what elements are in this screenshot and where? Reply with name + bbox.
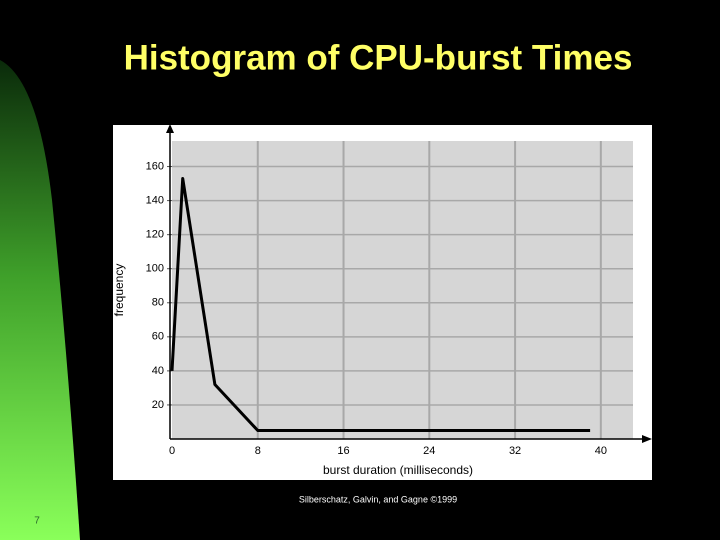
x-tick-label: 16 [337,445,349,457]
x-tick-label: 32 [509,445,521,457]
x-tick-label: 24 [423,445,435,457]
footer: Silberschatz, Galvin, and Gagne ©1999 [299,494,457,504]
x-tick-label: 0 [169,445,175,457]
chart: 20 40 60 80 100 120 140 160 0 8 16 24 32 40 burst dura… [112,124,652,477]
y-tick-label: 60 [152,331,164,343]
y-tick-label: 80 [152,297,164,309]
data-line [170,176,591,432]
axis-arrow [642,435,652,443]
plot-area [172,141,633,439]
y-tick-label: 40 [152,365,164,377]
x-tick-label: 8 [255,445,261,457]
y-tick-label: 120 [146,229,164,241]
slide-title: Histogram of CPU-burst Times [124,38,633,77]
y-tick-label: 100 [146,263,164,275]
y-axis-label: frequency [112,264,126,317]
y-tick-label: 20 [152,399,164,411]
axis-arrow [166,124,174,133]
x-axis-label: burst duration (milliseconds) [323,463,473,477]
x-tick-label: 40 [595,445,607,457]
y-tick-label: 140 [146,195,164,207]
decoration [0,60,80,540]
y-tick-label: 160 [146,160,164,172]
page-number: 7 [34,516,40,527]
